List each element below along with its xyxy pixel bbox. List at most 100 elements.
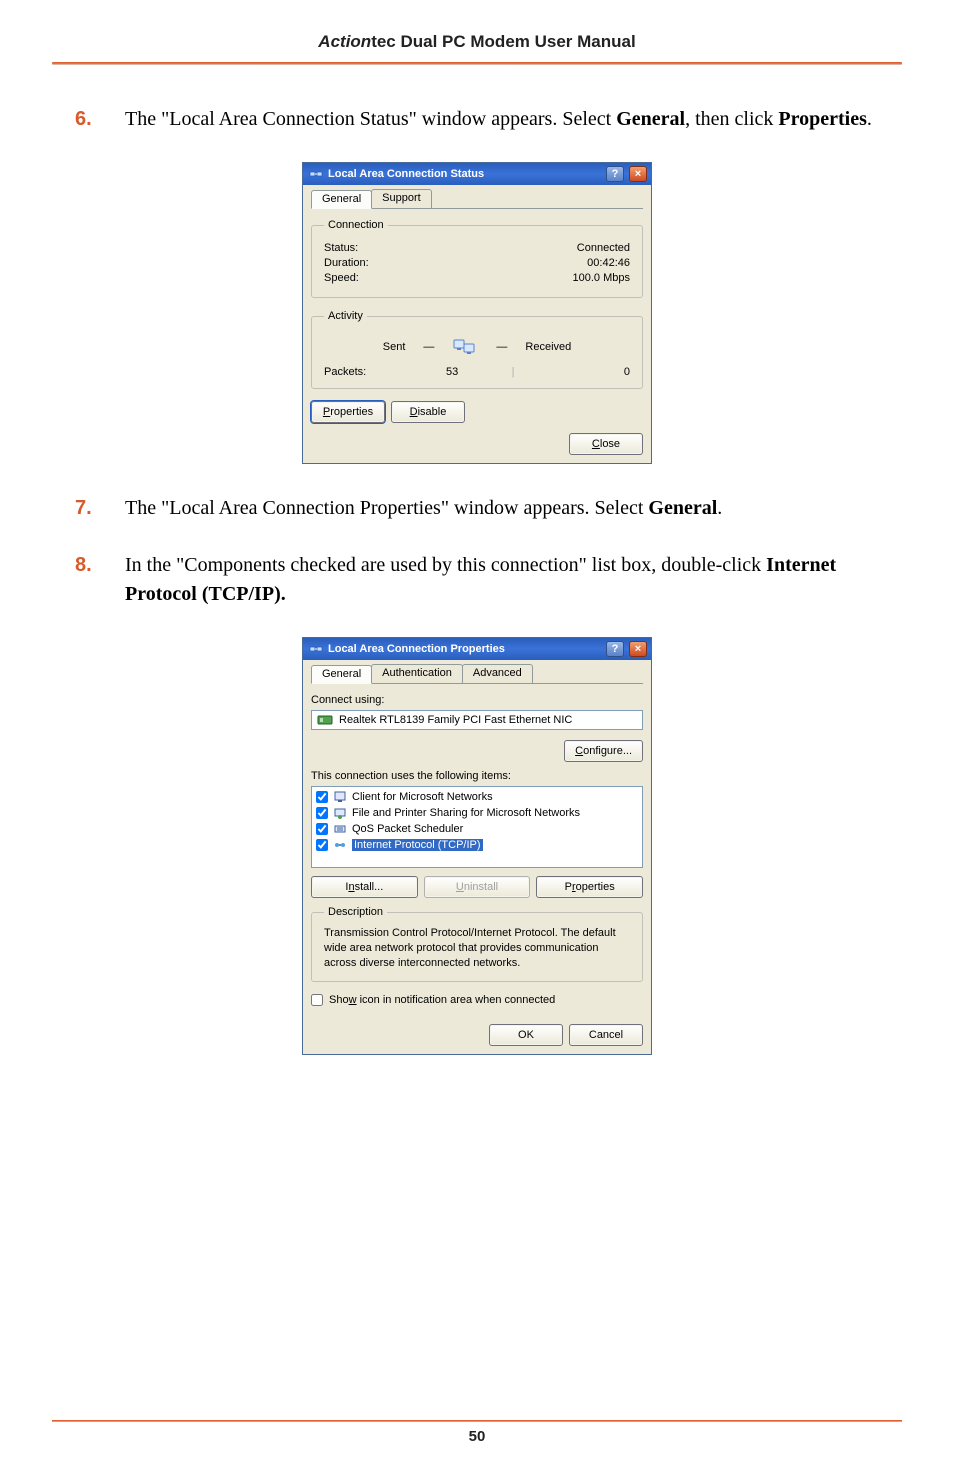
connection-icon bbox=[309, 642, 323, 656]
show-icon-row[interactable]: Show icon in notification area when conn… bbox=[311, 994, 643, 1006]
item-checkbox[interactable] bbox=[316, 807, 328, 819]
items-listbox[interactable]: Client for Microsoft Networks File and P… bbox=[311, 786, 643, 868]
close-icon[interactable]: × bbox=[629, 166, 647, 182]
activity-legend: Activity bbox=[324, 310, 367, 322]
configure-row: Configure... bbox=[311, 740, 643, 762]
step-8-tcpip: TCP/IP bbox=[209, 583, 275, 605]
row-status: Status: Connected bbox=[324, 242, 630, 254]
activity-group: Activity Sent — — bbox=[311, 310, 643, 389]
step-7: 7. The "Local Area Connection Properties… bbox=[75, 494, 879, 523]
page-footer: 50 bbox=[0, 1420, 954, 1445]
properties-button[interactable]: Properties bbox=[311, 401, 385, 423]
step-6-bold-properties: Properties bbox=[778, 108, 867, 130]
nic-icon bbox=[317, 714, 333, 726]
item-label: File and Printer Sharing for Microsoft N… bbox=[352, 807, 580, 819]
row-duration: Duration: 00:42:46 bbox=[324, 257, 630, 269]
step-6-text: The "Local Area Connection Status" windo… bbox=[125, 105, 879, 134]
disable-btn-rest: isable bbox=[418, 406, 447, 418]
disable-button[interactable]: Disable bbox=[391, 401, 465, 423]
status-btn-row: Properties Disable bbox=[311, 401, 643, 423]
props-ok-cancel-row: OK Cancel bbox=[311, 1024, 643, 1046]
description-text: Transmission Control Protocol/Internet P… bbox=[324, 926, 630, 971]
step-6-bold-general: General bbox=[616, 108, 685, 130]
uninstall-button[interactable]: Uninstall bbox=[424, 876, 531, 898]
step-7-text: The "Local Area Connection Properties" w… bbox=[125, 494, 879, 523]
activity-header: Sent — — Received bbox=[324, 334, 630, 360]
content-area: 6. The "Local Area Connection Status" wi… bbox=[0, 65, 954, 1055]
monitors-icon bbox=[452, 334, 478, 360]
status-dialog-wrap: Local Area Connection Status ? × General… bbox=[75, 162, 879, 464]
tab-general[interactable]: General bbox=[311, 190, 372, 209]
step-7-bold-general: General bbox=[648, 497, 717, 519]
connection-icon bbox=[309, 167, 323, 181]
item-label: Client for Microsoft Networks bbox=[352, 791, 493, 803]
item-checkbox[interactable] bbox=[316, 839, 328, 851]
close-icon[interactable]: × bbox=[629, 641, 647, 657]
tcpip-icon bbox=[333, 838, 347, 852]
ok-button[interactable]: OK bbox=[489, 1024, 563, 1046]
list-item[interactable]: Client for Microsoft Networks bbox=[316, 789, 638, 805]
configure-button[interactable]: Configure... bbox=[564, 740, 643, 762]
step-6-pre: The "Local Area Connection Status" windo… bbox=[125, 108, 616, 130]
footer-divider bbox=[52, 1420, 902, 1422]
step-6-end: . bbox=[867, 108, 872, 130]
item-checkbox[interactable] bbox=[316, 791, 328, 803]
props-title: Local Area Connection Properties bbox=[328, 643, 601, 655]
tab-support[interactable]: Support bbox=[371, 189, 432, 208]
list-item[interactable]: QoS Packet Scheduler bbox=[316, 821, 638, 837]
step-8-text: In the "Components checked are used by t… bbox=[125, 551, 879, 609]
page-header: Actiontec Dual PC Modem User Manual bbox=[0, 0, 954, 52]
duration-label: Duration: bbox=[324, 257, 369, 269]
status-close-row: Close bbox=[311, 433, 643, 455]
packets-row: Packets: 53 | 0 bbox=[324, 366, 630, 378]
received-label: Received bbox=[525, 341, 571, 353]
step-7-number: 7. bbox=[75, 494, 125, 523]
packets-label: Packets: bbox=[324, 366, 366, 378]
props-body: General Authentication Advanced Connect … bbox=[303, 660, 651, 1054]
step-8-pre: In the "Components checked are used by t… bbox=[125, 554, 766, 576]
status-tabs: General Support bbox=[311, 189, 643, 209]
cancel-button[interactable]: Cancel bbox=[569, 1024, 643, 1046]
props-tabs: General Authentication Advanced bbox=[311, 664, 643, 684]
step-8-number: 8. bbox=[75, 551, 125, 609]
description-legend: Description bbox=[324, 906, 387, 918]
close-btn-rest: lose bbox=[600, 438, 620, 450]
packets-received: 0 bbox=[518, 366, 630, 378]
step-6-mid: , then click bbox=[685, 108, 778, 130]
show-icon-checkbox[interactable] bbox=[311, 994, 323, 1006]
tab-general[interactable]: General bbox=[311, 665, 372, 684]
brand-italic: Action bbox=[318, 32, 371, 51]
duration-value: 00:42:46 bbox=[587, 257, 630, 269]
help-button[interactable]: ? bbox=[606, 166, 624, 182]
step-8-paren-close: ). bbox=[274, 583, 286, 605]
list-item-selected[interactable]: Internet Protocol (TCP/IP) bbox=[316, 837, 638, 853]
item-properties-button[interactable]: Properties bbox=[536, 876, 643, 898]
item-checkbox[interactable] bbox=[316, 823, 328, 835]
install-button[interactable]: Install... bbox=[311, 876, 418, 898]
speed-value: 100.0 Mbps bbox=[573, 272, 630, 284]
tab-authentication[interactable]: Authentication bbox=[371, 664, 463, 683]
connection-group: Connection Status: Connected Duration: 0… bbox=[311, 219, 643, 298]
sent-label: Sent bbox=[383, 341, 406, 353]
status-titlebar[interactable]: Local Area Connection Status ? × bbox=[303, 163, 651, 185]
items-caption: This connection uses the following items… bbox=[311, 770, 643, 782]
page-number: 50 bbox=[0, 1428, 954, 1445]
list-item[interactable]: File and Printer Sharing for Microsoft N… bbox=[316, 805, 638, 821]
close-button[interactable]: Close bbox=[569, 433, 643, 455]
tab-advanced[interactable]: Advanced bbox=[462, 664, 533, 683]
step-6: 6. The "Local Area Connection Status" wi… bbox=[75, 105, 879, 134]
packets-sent: 53 bbox=[366, 366, 508, 378]
help-button[interactable]: ? bbox=[606, 641, 624, 657]
status-title: Local Area Connection Status bbox=[328, 168, 601, 180]
step-6-number: 6. bbox=[75, 105, 125, 134]
activity-dash1: — bbox=[423, 341, 434, 353]
speed-label: Speed: bbox=[324, 272, 359, 284]
qos-icon bbox=[333, 822, 347, 836]
props-dialog: Local Area Connection Properties ? × Gen… bbox=[302, 637, 652, 1055]
item-label: Internet Protocol (TCP/IP) bbox=[352, 839, 483, 851]
client-icon bbox=[333, 790, 347, 804]
props-titlebar[interactable]: Local Area Connection Properties ? × bbox=[303, 638, 651, 660]
nic-field[interactable]: Realtek RTL8139 Family PCI Fast Ethernet… bbox=[311, 710, 643, 730]
share-icon bbox=[333, 806, 347, 820]
item-buttons-row: Install... Uninstall Properties bbox=[311, 876, 643, 898]
